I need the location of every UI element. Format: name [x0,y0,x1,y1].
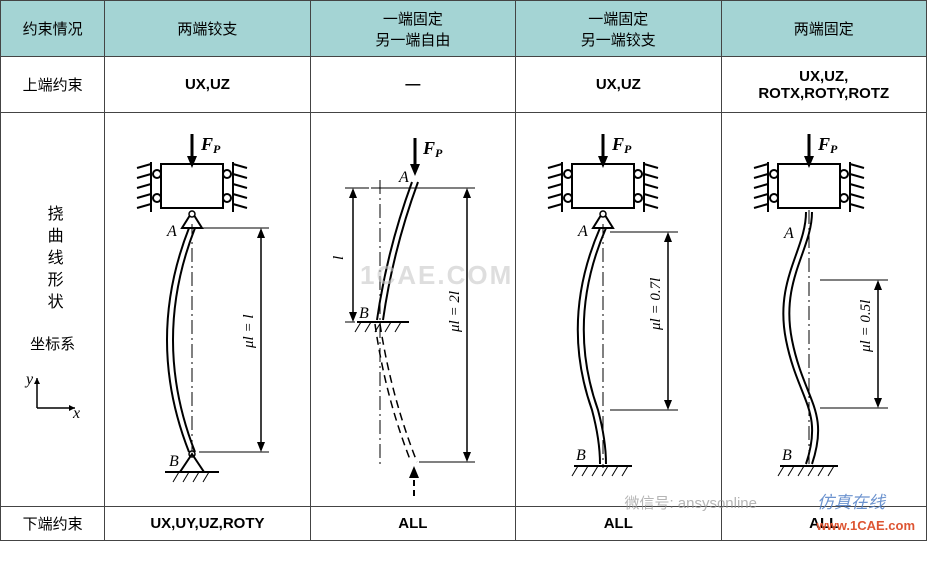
upper-val-2: — [310,57,515,113]
header-col-3: 一端固定 另一端铰支 [516,1,721,57]
coord-label: 坐标系 [30,333,75,354]
header-row: 约束情况 两端铰支 一端固定 另一端自由 一端固定 另一端铰支 两端固定 [1,1,927,57]
svg-text:B: B [169,453,179,470]
header-col-4: 两端固定 [721,1,926,57]
buckling-diagram-2: FP A B [315,120,520,500]
svg-text:B: B [576,447,586,464]
svg-text:μl = l: μl = l [241,314,257,349]
buckling-table: 约束情况 两端铰支 一端固定 另一端自由 一端固定 另一端铰支 两端固定 上端约… [0,0,927,541]
shape-label: 挠曲线形状 [41,205,65,315]
svg-text:B: B [782,447,792,464]
svg-text:FP: FP [422,138,443,160]
coord-axes-icon: y x [23,372,83,418]
lower-val-4: ALL [721,507,926,541]
lower-val-2: ALL [310,507,515,541]
svg-text:A: A [783,225,794,242]
svg-text:l: l [331,255,347,259]
diagram-cell-2: FP A B [310,113,515,507]
diagram-cell-1: FP A [105,113,310,507]
svg-text:A: A [577,223,588,240]
diagram-cell-3: FP A B [516,113,721,507]
buckling-diagram-3: FP A B [520,120,725,500]
header-col-1: 两端铰支 [105,1,310,57]
svg-text:A: A [166,223,177,240]
svg-text:FP: FP [200,134,221,156]
upper-val-1: UX,UZ [105,57,310,113]
row-lower-constraint: 下端约束 UX,UY,UZ,ROTY ALL ALL ALL [1,507,927,541]
header-condition: 约束情况 [1,1,105,57]
svg-text:μl = 2l: μl = 2l [447,291,463,333]
svg-text:A: A [398,169,409,186]
lower-val-3: ALL [516,507,721,541]
svg-text:FP: FP [817,134,838,156]
shape-label-cell: 挠曲线形状 坐标系 y x [1,113,105,507]
svg-text:μl = 0.5l: μl = 0.5l [858,299,874,352]
upper-val-4: UX,UZ, ROTX,ROTY,ROTZ [721,57,926,113]
row-upper-constraint: 上端约束 UX,UZ — UX,UZ UX,UZ, ROTX,ROTY,ROTZ [1,57,927,113]
lower-val-1: UX,UY,UZ,ROTY [105,507,310,541]
diagram-cell-4: FP A B [721,113,926,507]
buckling-diagram-1: FP A [109,120,314,500]
svg-text:FP: FP [611,134,632,156]
svg-text:B: B [359,305,369,322]
header-col-2: 一端固定 另一端自由 [310,1,515,57]
buckling-diagram-4: FP A B [726,120,927,500]
svg-text:μl = 0.7l: μl = 0.7l [648,277,664,330]
upper-val-3: UX,UZ [516,57,721,113]
row-shape: 挠曲线形状 坐标系 y x [1,113,927,507]
svg-text:y: y [24,372,34,388]
upper-label: 上端约束 [1,57,105,113]
lower-label: 下端约束 [1,507,105,541]
svg-text:x: x [72,405,80,418]
